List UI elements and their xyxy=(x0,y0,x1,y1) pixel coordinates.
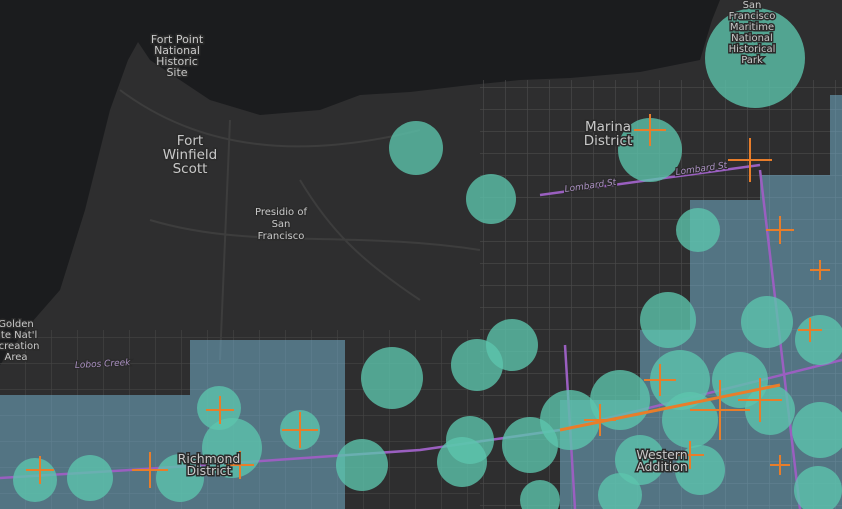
coverage-circle xyxy=(540,390,600,450)
label-line: Area xyxy=(4,352,27,363)
coverage-circle xyxy=(675,445,725,495)
label-line: Maritime xyxy=(730,22,774,33)
label-line: ecreation xyxy=(0,341,39,352)
coverage-circle xyxy=(156,454,204,502)
label-line: Marina xyxy=(585,119,631,135)
coverage-circle xyxy=(389,121,443,175)
place-label: Marina District xyxy=(584,119,633,149)
coverage-circle xyxy=(745,385,795,435)
label-line: District xyxy=(584,133,633,149)
coverage-circle xyxy=(336,439,388,491)
place-label: Presidio of San Francisco xyxy=(255,207,307,242)
label-line: Winfield xyxy=(163,147,218,163)
coverage-circle xyxy=(598,473,642,509)
coverage-circle xyxy=(67,455,113,501)
route-segment xyxy=(559,383,781,432)
crosses xyxy=(26,114,830,488)
label-line: Western xyxy=(636,447,687,462)
coverage-circle xyxy=(615,435,665,485)
label-line: Fort xyxy=(177,133,203,149)
label-line: ate Nat'l xyxy=(0,330,37,341)
street-label: Lobos Creek xyxy=(75,358,132,371)
label-line: National xyxy=(154,44,200,57)
coverage-circle xyxy=(792,402,842,458)
label-line: Park xyxy=(741,55,763,66)
coverage-circle xyxy=(437,437,487,487)
road xyxy=(119,89,481,361)
coverage-circle xyxy=(13,458,57,502)
place-label: Richmond District xyxy=(178,451,241,478)
label-line: Addition xyxy=(636,459,688,474)
label-line: San xyxy=(743,0,762,11)
coverage-circle xyxy=(466,174,516,224)
coverage-circle xyxy=(741,296,793,348)
coverage-circle xyxy=(676,208,720,252)
label-line: Site xyxy=(166,66,187,79)
place-label: San Francisco Maritime National Historical Pa… xyxy=(729,0,776,66)
label-line: District xyxy=(187,463,232,478)
label-line: Scott xyxy=(173,161,208,177)
label-line: Francisco xyxy=(729,11,776,22)
coverage-circle xyxy=(794,466,842,509)
place-label: Goldenate Nat'lecreationArea xyxy=(0,319,39,363)
label-line: Richmond xyxy=(178,451,241,466)
label-line: Golden xyxy=(0,319,34,330)
coverage-circle xyxy=(795,315,842,365)
label-line: San xyxy=(272,219,291,230)
coverage-circle xyxy=(520,480,560,509)
label-line: National xyxy=(731,33,773,44)
coverage-circle xyxy=(618,118,682,182)
place-label: Fort Winfield Scott xyxy=(163,133,218,177)
label-line: Historical xyxy=(729,44,776,55)
label-line: Presidio of xyxy=(255,207,307,218)
coverage-circle xyxy=(451,339,503,391)
coverage-circle xyxy=(705,8,805,108)
label-line: Fort Point xyxy=(151,33,204,46)
place-label: Fort Point National Historic Site xyxy=(151,33,204,79)
coverage-circle xyxy=(640,292,696,348)
label-line: Historic xyxy=(156,55,198,68)
coverage-circle xyxy=(361,347,423,409)
place-label: Western Addition xyxy=(636,447,688,474)
coverage-circle xyxy=(202,418,262,478)
label-line: Francisco xyxy=(258,231,305,242)
